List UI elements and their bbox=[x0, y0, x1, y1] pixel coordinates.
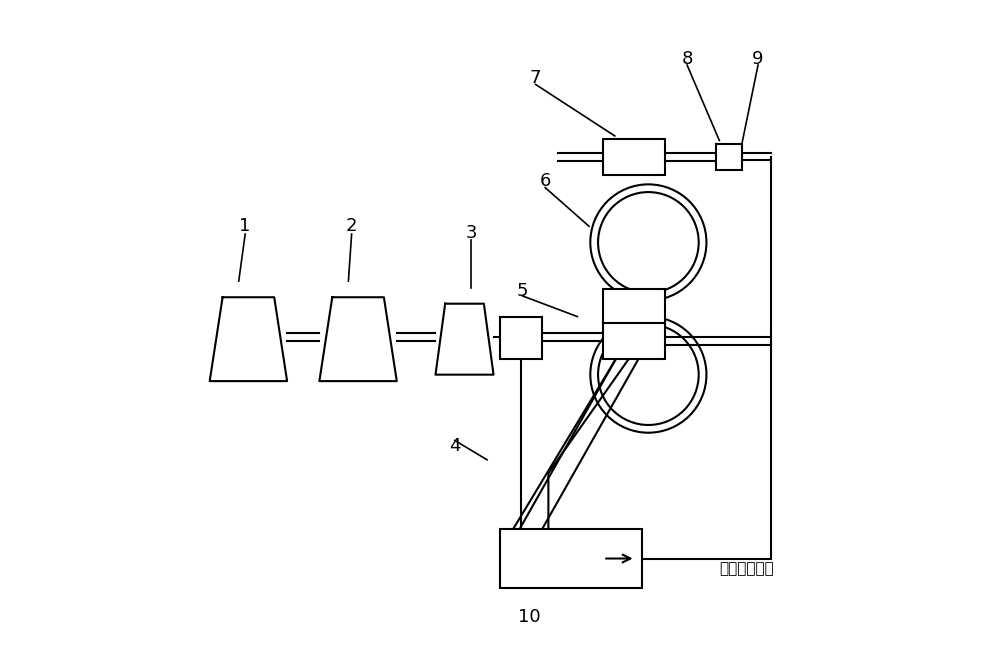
Text: 7: 7 bbox=[530, 69, 541, 87]
Text: 5: 5 bbox=[517, 282, 528, 300]
Text: 10: 10 bbox=[518, 608, 540, 625]
Bar bbox=[603, 323, 665, 358]
Bar bbox=[716, 144, 742, 169]
Text: 2: 2 bbox=[346, 217, 357, 235]
Text: 8: 8 bbox=[681, 49, 693, 68]
Text: 4: 4 bbox=[449, 437, 461, 455]
Bar bbox=[603, 289, 665, 324]
Text: 6: 6 bbox=[539, 172, 551, 190]
Text: 9: 9 bbox=[752, 49, 764, 68]
Bar bbox=[500, 529, 642, 588]
Text: 1: 1 bbox=[239, 217, 251, 235]
Text: 3: 3 bbox=[465, 224, 477, 242]
Text: 陀螺输出信号: 陀螺输出信号 bbox=[719, 561, 774, 576]
Bar bbox=[500, 316, 542, 358]
Bar bbox=[603, 139, 665, 175]
